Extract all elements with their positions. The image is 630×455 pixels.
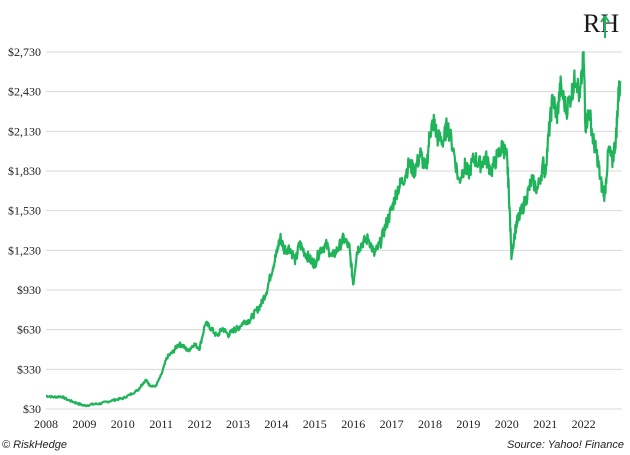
y-tick-label: $330 bbox=[17, 362, 41, 376]
y-tick-label: $630 bbox=[17, 323, 41, 337]
x-tick-label: 2013 bbox=[226, 417, 250, 431]
riskhedge-logo: RH bbox=[583, 9, 619, 38]
x-tick-label: 2014 bbox=[264, 417, 288, 431]
y-axis-ticks: $2,730 $2,430 $2,130 $1,830 $1,530 $1,230 $930… bbox=[8, 45, 41, 416]
x-tick-label: 2017 bbox=[380, 417, 404, 431]
x-tick-label: 2015 bbox=[303, 417, 327, 431]
x-tick-label: 2011 bbox=[149, 417, 173, 431]
y-tick-label: $930 bbox=[17, 283, 41, 297]
y-tick-label: $1,530 bbox=[8, 204, 41, 218]
price-series-line bbox=[45, 50, 622, 408]
x-tick-label: 2010 bbox=[111, 417, 135, 431]
x-tick-label: 2012 bbox=[188, 417, 212, 431]
copyright-footer: © RiskHedge bbox=[2, 439, 67, 451]
y-tick-label: $1,230 bbox=[8, 243, 41, 257]
x-tick-label: 2020 bbox=[495, 417, 519, 431]
gridlines bbox=[46, 51, 622, 410]
source-footer: Source: Yahoo! Finance bbox=[506, 439, 624, 451]
x-axis-ticks: 2008 2009 2010 2011 2012 2013 2014 2015 2016 2017… bbox=[34, 417, 596, 431]
y-tick-label: $1,830 bbox=[8, 164, 41, 178]
x-tick-label: 2022 bbox=[572, 417, 596, 431]
logo-text: RH bbox=[583, 9, 619, 38]
y-tick-label: $30 bbox=[23, 402, 41, 416]
y-tick-label: $2,130 bbox=[8, 124, 41, 138]
x-tick-label: 2018 bbox=[418, 417, 442, 431]
x-tick-label: 2021 bbox=[533, 417, 557, 431]
x-tick-label: 2019 bbox=[456, 417, 480, 431]
x-tick-label: 2016 bbox=[341, 417, 365, 431]
x-tick-label: 2008 bbox=[34, 417, 58, 431]
y-tick-label: $2,730 bbox=[8, 45, 41, 59]
logo-arrow-icon bbox=[600, 15, 610, 38]
y-tick-label: $2,430 bbox=[8, 85, 41, 99]
x-tick-label: 2009 bbox=[72, 417, 96, 431]
